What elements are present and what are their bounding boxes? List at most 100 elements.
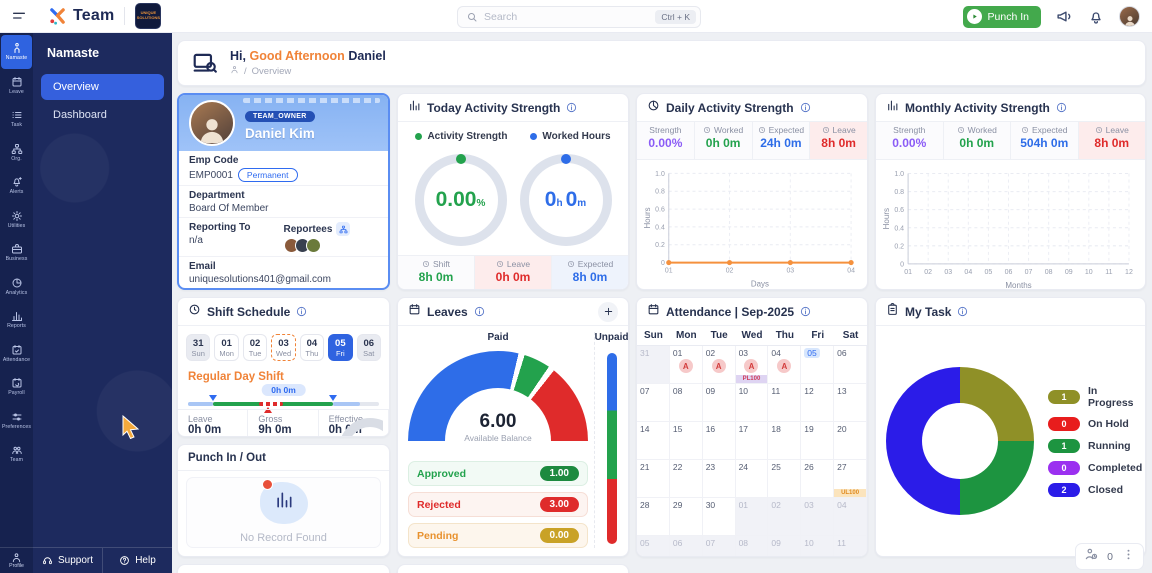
- calendar-day-21[interactable]: 21: [637, 460, 670, 498]
- calendar-day-25[interactable]: 25: [768, 460, 802, 498]
- calendar-day-29[interactable]: 29: [669, 498, 703, 536]
- calendar-day-16[interactable]: 16: [702, 422, 736, 460]
- calendar-day-27[interactable]: 27 UL100: [834, 460, 867, 498]
- shift-day-03[interactable]: 03 Wed: [271, 334, 296, 361]
- sidebar-item-overview[interactable]: Overview: [41, 74, 164, 100]
- calendar-day-08[interactable]: 08: [669, 384, 703, 422]
- calendar-day-14[interactable]: 14: [637, 422, 670, 460]
- info-icon[interactable]: [296, 306, 307, 317]
- kebab-menu-icon[interactable]: [1122, 548, 1135, 566]
- announcements-icon[interactable]: [1056, 8, 1073, 25]
- assignee-icon[interactable]: [1084, 547, 1098, 566]
- calendar-day-05[interactable]: 05: [637, 536, 670, 556]
- calendar-day-03[interactable]: 03: [801, 498, 835, 536]
- calendar-day-17[interactable]: 17: [735, 422, 769, 460]
- calendar-day-22[interactable]: 22: [669, 460, 703, 498]
- rail-item-attendance[interactable]: Attendance: [1, 337, 32, 371]
- calendar-day-15[interactable]: 15: [669, 422, 703, 460]
- calendar-day-10[interactable]: 10: [735, 384, 769, 422]
- calendar-day-11[interactable]: 11: [768, 384, 802, 422]
- calendar-day-13[interactable]: 13: [834, 384, 867, 422]
- calendar-day-01[interactable]: 01 A: [669, 346, 703, 384]
- punch-in-button[interactable]: Punch In: [962, 5, 1041, 28]
- calendar-day-20[interactable]: 20: [834, 422, 867, 460]
- hierarchy-icon[interactable]: [336, 222, 351, 236]
- rail-item-business[interactable]: Business: [1, 236, 32, 270]
- company-logo[interactable]: UNIQUE SOLUTIONS: [135, 3, 162, 29]
- info-icon[interactable]: [1056, 102, 1067, 113]
- menu-toggle-icon[interactable]: [4, 8, 34, 24]
- calendar-day-08[interactable]: 08: [735, 536, 769, 556]
- calendar-day-28[interactable]: 28: [637, 498, 670, 536]
- add-leave-button[interactable]: [598, 301, 618, 322]
- employee-name: Daniel Kim: [245, 126, 315, 141]
- shift-day-06[interactable]: 06 Sat: [356, 334, 381, 361]
- calendar-day-02[interactable]: 02 A: [702, 346, 736, 384]
- calendar-day-02[interactable]: 02: [768, 498, 802, 536]
- search-input[interactable]: [484, 11, 650, 23]
- info-icon[interactable]: [800, 306, 811, 317]
- calendar-day-09[interactable]: 09: [768, 536, 802, 556]
- rail-item-namaste[interactable]: Namaste: [1, 35, 32, 69]
- rail-item-task[interactable]: Task: [1, 102, 32, 136]
- monthly-stats: Strength 0.00% Worked 0h 0m Expected 504h 0m L…: [876, 122, 1145, 160]
- sidebar-item-dashboard[interactable]: Dashboard: [53, 109, 107, 121]
- calendar-day-12[interactable]: 12: [801, 384, 835, 422]
- brand[interactable]: Team: [48, 7, 114, 26]
- user-avatar[interactable]: [1119, 6, 1140, 27]
- calendar-day-23[interactable]: 23: [702, 460, 736, 498]
- calendar-day-19[interactable]: 19: [801, 422, 835, 460]
- shift-day-05[interactable]: 05 Fri: [328, 334, 353, 361]
- sidebar-footer-help[interactable]: Help: [102, 548, 172, 573]
- calendar-day-04[interactable]: 04 A: [768, 346, 802, 384]
- shift-day-04[interactable]: 04 Thu: [299, 334, 325, 361]
- mouse-cursor: [122, 415, 140, 439]
- rail-item-payroll[interactable]: Payroll: [1, 370, 32, 404]
- shift-day-01[interactable]: 01 Mon: [214, 334, 239, 361]
- profile-photo[interactable]: [189, 100, 235, 146]
- rail-item-reports[interactable]: Reports: [1, 303, 32, 337]
- rail-item-alerts[interactable]: Alerts: [1, 169, 32, 203]
- calendar-day-03[interactable]: 03 A PL100: [735, 346, 769, 384]
- breadcrumb-current[interactable]: Overview: [251, 65, 292, 77]
- stat-worked: Worked 0h 0m: [694, 122, 753, 159]
- info-icon[interactable]: [474, 306, 485, 317]
- calendar-day-11[interactable]: 11: [834, 536, 867, 556]
- notifications-icon[interactable]: [1088, 9, 1104, 25]
- calendar-day-04[interactable]: 04: [834, 498, 867, 536]
- info-icon[interactable]: [800, 102, 811, 113]
- calendar-day-18[interactable]: 18: [768, 422, 802, 460]
- sidebar: Namaste Overview Dashboard Support Help: [33, 33, 172, 573]
- calendar-day-26[interactable]: 26: [801, 460, 835, 498]
- rail-item-utilities[interactable]: Utilities: [1, 203, 32, 237]
- calendar-day-10[interactable]: 10: [801, 536, 835, 556]
- shift-day-02[interactable]: 02 Tue: [242, 334, 268, 361]
- calendar-day-09[interactable]: 09: [702, 384, 736, 422]
- calendar-day-24[interactable]: 24: [735, 460, 769, 498]
- info-icon[interactable]: [957, 306, 968, 317]
- rail-item-preferences[interactable]: Preferences: [1, 404, 32, 438]
- calendar-day-06[interactable]: 06: [834, 346, 867, 384]
- home-icon[interactable]: [230, 65, 239, 77]
- calendar-day-30[interactable]: 30: [702, 498, 736, 536]
- calendar-day-06[interactable]: 06: [669, 536, 703, 556]
- calendar-day-07[interactable]: 07: [702, 536, 736, 556]
- svg-text:03: 03: [786, 268, 794, 275]
- svg-text:0.8: 0.8: [894, 189, 904, 196]
- rail-item-team[interactable]: Team: [1, 437, 32, 471]
- sidebar-footer-support[interactable]: Support: [33, 548, 102, 573]
- calendar-day-07[interactable]: 07: [637, 384, 670, 422]
- calendar-day-31[interactable]: 31: [637, 346, 670, 384]
- reportee-avatars[interactable]: [283, 238, 379, 253]
- shift-day-31[interactable]: 31 Sun: [186, 334, 211, 361]
- rail-item-org[interactable]: Org.: [1, 136, 32, 170]
- calendar-day-05[interactable]: 05: [801, 346, 835, 384]
- calendar-day-01[interactable]: 01: [735, 498, 769, 536]
- rail-item-analytics[interactable]: Analytics: [1, 270, 32, 304]
- monthly-line-chart: 0 0.2 0.4 0.6 0.8 1.0 01 02 03 04 05 06 07 08 09 10 11 12…: [876, 160, 1145, 289]
- unpaid-label: Unpaid: [594, 332, 629, 343]
- shift-timeline: 0h 0m: [188, 383, 379, 413]
- info-icon[interactable]: [566, 102, 577, 113]
- rail-item-leave[interactable]: Leave: [1, 69, 32, 103]
- rail-item-profile[interactable]: Profile: [0, 547, 33, 573]
